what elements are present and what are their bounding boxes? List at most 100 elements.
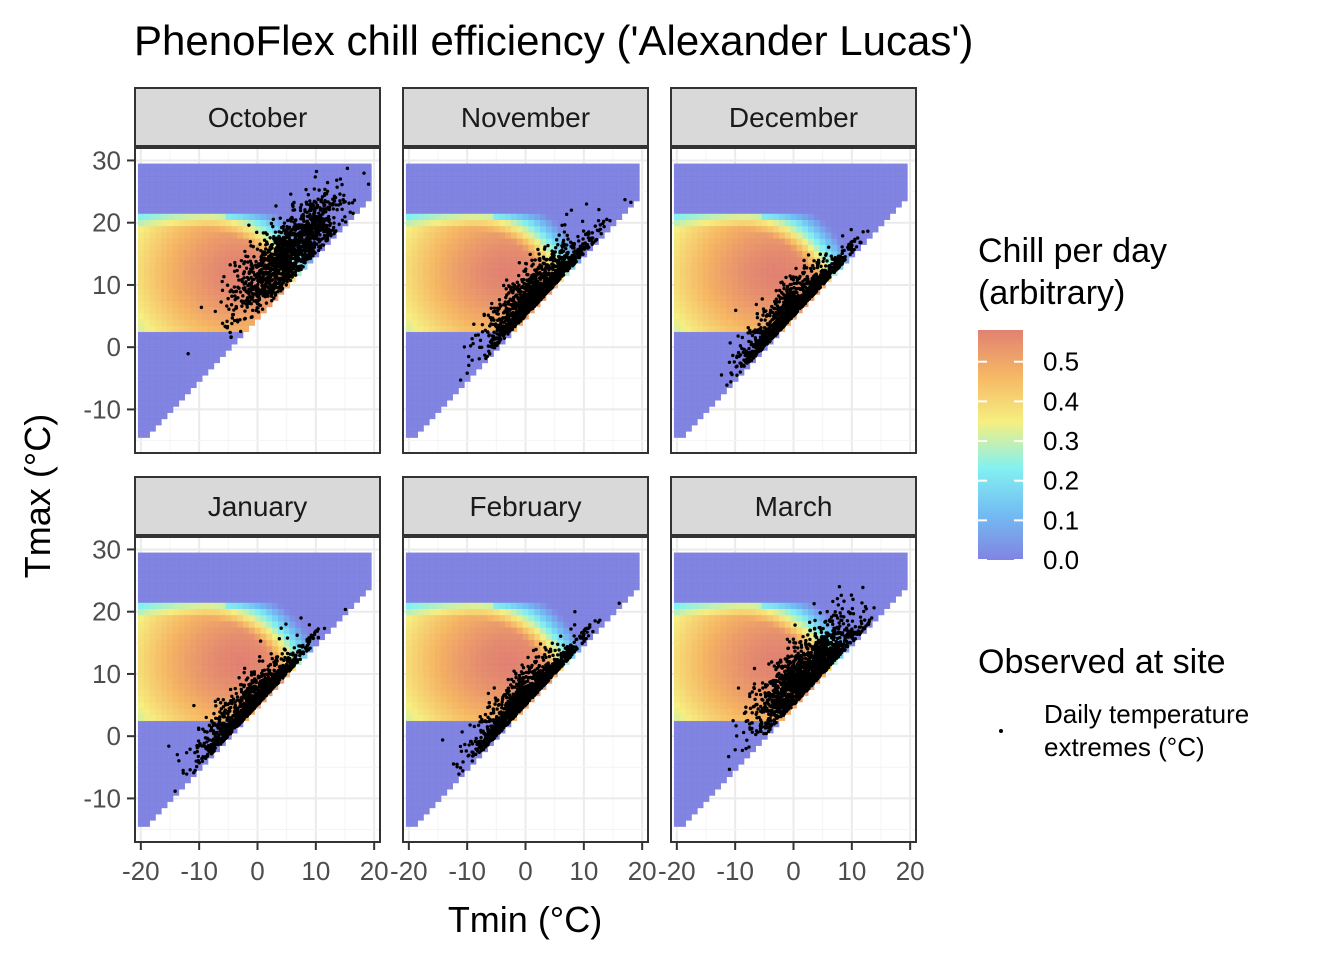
heatmap-cell <box>447 307 453 314</box>
heatmap-cell <box>243 226 249 233</box>
heatmap-cell <box>190 375 196 382</box>
heatmap-cell <box>202 244 208 251</box>
heatmap-cell <box>260 170 266 177</box>
observed-point <box>599 228 602 231</box>
observed-point <box>532 284 535 287</box>
observed-point <box>315 170 318 173</box>
heatmap-cell <box>412 301 418 308</box>
heatmap-cell <box>138 220 144 227</box>
heatmap-cell <box>360 188 366 195</box>
heatmap-cell <box>517 220 523 227</box>
heatmap-cell <box>249 207 255 214</box>
heatmap-cell <box>260 207 266 214</box>
heatmap-cell <box>540 232 546 239</box>
heatmap-cell <box>569 201 575 208</box>
observed-point <box>260 268 263 271</box>
heatmap-cell <box>528 220 534 227</box>
heatmap-cell <box>214 207 220 214</box>
heatmap-cell <box>418 319 424 326</box>
heatmap-cell <box>290 164 296 171</box>
heatmap-cell <box>237 251 243 258</box>
heatmap-cell <box>633 164 639 171</box>
heatmap-cell <box>249 213 255 220</box>
heatmap-cell <box>406 375 412 382</box>
heatmap-cell <box>453 170 459 177</box>
heatmap-cell <box>225 164 231 171</box>
observed-point <box>263 284 266 287</box>
heatmap-cell <box>214 201 220 208</box>
heatmap-cell <box>161 244 167 251</box>
observed-point <box>221 322 224 325</box>
heatmap-cell <box>208 213 214 220</box>
heatmap-cell <box>540 164 546 171</box>
heatmap-cell <box>581 195 587 202</box>
heatmap-cell <box>208 282 214 289</box>
observed-point <box>515 320 518 323</box>
heatmap-cell <box>441 288 447 295</box>
heatmap-cell <box>406 332 412 339</box>
heatmap-cell <box>138 195 144 202</box>
heatmap-cell <box>243 195 249 202</box>
observed-point <box>586 233 589 236</box>
observed-point <box>236 274 239 277</box>
heatmap-cell <box>429 388 435 395</box>
observed-point <box>535 271 538 274</box>
observed-point <box>270 299 273 302</box>
observed-point <box>332 207 335 210</box>
heatmap-cell <box>249 164 255 171</box>
observed-point <box>498 303 501 306</box>
heatmap-cell <box>680 344 686 351</box>
heatmap-cell <box>196 332 202 339</box>
heatmap-cell <box>167 400 173 407</box>
heatmap-cell <box>680 332 686 339</box>
observed-point <box>262 231 265 234</box>
heatmap-cell <box>202 176 208 183</box>
heatmap-cell <box>307 176 313 183</box>
heatmap-cell <box>237 195 243 202</box>
heatmap-cell <box>272 176 278 183</box>
heatmap-cell <box>155 164 161 171</box>
heatmap-cell <box>196 226 202 233</box>
observed-point <box>594 224 597 227</box>
heatmap-cell <box>429 207 435 214</box>
observed-point <box>320 198 323 201</box>
heatmap-cell <box>161 400 167 407</box>
observed-point <box>227 308 230 311</box>
heatmap-cell <box>441 213 447 220</box>
heatmap-cell <box>458 238 464 245</box>
heatmap-cell <box>464 244 470 251</box>
heatmap-cell <box>220 244 226 251</box>
observed-point <box>291 266 294 269</box>
heatmap-cell <box>598 176 604 183</box>
observed-point <box>257 299 260 302</box>
heatmap-cell <box>435 164 441 171</box>
observed-point <box>292 201 295 204</box>
heatmap-cell <box>190 338 196 345</box>
heatmap-cell <box>429 400 435 407</box>
observed-point <box>489 322 492 325</box>
heatmap-cell <box>295 176 301 183</box>
heatmap-cell <box>155 276 161 283</box>
heatmap-cell <box>167 301 173 308</box>
heatmap-cell <box>225 251 231 258</box>
heatmap-cell <box>138 182 144 189</box>
heatmap-cell <box>185 288 191 295</box>
heatmap-cell <box>179 232 185 239</box>
heatmap-cell <box>196 288 202 295</box>
heatmap-cell <box>680 357 686 364</box>
observed-point <box>279 255 282 258</box>
heatmap-cell <box>179 182 185 189</box>
observed-point <box>242 272 245 275</box>
heatmap-cell <box>190 188 196 195</box>
observed-point <box>347 201 350 204</box>
heatmap-cell <box>540 220 546 227</box>
observed-point <box>274 291 277 294</box>
observed-point <box>256 302 259 305</box>
observed-point <box>518 296 521 299</box>
heatmap-cell <box>179 394 185 401</box>
heatmap-cell <box>482 301 488 308</box>
heatmap-cell <box>616 195 622 202</box>
observed-point <box>530 264 533 267</box>
heatmap-cell <box>470 238 476 245</box>
heatmap-cell <box>674 251 680 258</box>
